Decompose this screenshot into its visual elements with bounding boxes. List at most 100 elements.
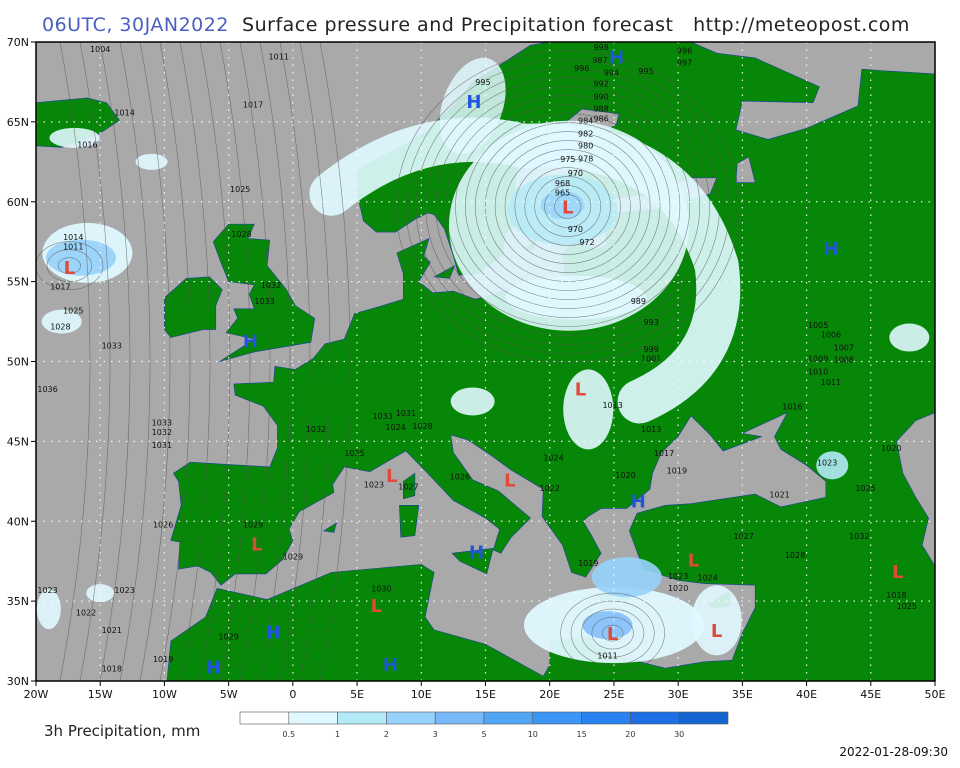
colorbar-swatch — [239, 711, 290, 725]
high-pressure-marker: H — [631, 491, 646, 512]
isobar-label: 989 — [631, 297, 646, 306]
colorbar-swatch — [630, 711, 680, 725]
isobar-label: 1033 — [254, 297, 274, 306]
lon-tick-label: 15W — [88, 688, 113, 701]
isobar-label: 1033 — [373, 412, 393, 421]
isobar — [139, 42, 171, 681]
isobar-label: 1023 — [817, 458, 837, 467]
isobar-label: 1004 — [90, 45, 110, 54]
lat-tick-label: 45N — [7, 435, 29, 448]
isobar-label: 1032 — [306, 425, 326, 434]
isobar-label: 1011 — [597, 652, 617, 661]
isobar — [591, 616, 634, 650]
lat-tick-label: 70N — [7, 36, 29, 49]
isobar-label: 988 — [593, 105, 608, 114]
lat-tick-label: 35N — [7, 595, 29, 608]
isobar — [159, 42, 191, 681]
isobar-label: 1011 — [269, 53, 289, 62]
isobar — [425, 77, 710, 336]
lon-tick-label: 25E — [603, 688, 624, 701]
lon-tick-label: 45E — [860, 688, 881, 701]
isobar-label: 1026 — [153, 521, 173, 530]
isobar — [514, 158, 621, 255]
lat-tick-label: 50N — [7, 356, 29, 369]
isobar-label: 1030 — [371, 585, 391, 594]
isobar-label: 995 — [638, 67, 653, 76]
isobar-label: 1016 — [77, 140, 97, 149]
sardinia — [399, 504, 420, 538]
isobar-label: 1023 — [114, 586, 134, 595]
lon-tick-label: 10W — [152, 688, 177, 701]
isobar-label: 1025 — [344, 449, 364, 458]
isobar-label: 993 — [644, 318, 659, 327]
isobar-label: 1023 — [364, 481, 384, 490]
isobar-label: 1020 — [615, 471, 635, 480]
isobar — [405, 59, 730, 354]
isobar-label: 994 — [604, 69, 619, 78]
isobar — [395, 50, 740, 363]
isobar-label: 1036 — [37, 385, 57, 394]
isobar — [57, 257, 81, 274]
isobar-label: 972 — [579, 238, 594, 247]
isobar-label: 1016 — [782, 402, 802, 411]
high-pressure-marker: H — [383, 655, 398, 676]
isobar — [474, 122, 661, 291]
lon-tick-label: 5W — [220, 688, 238, 701]
isobar — [319, 42, 351, 681]
isobar — [99, 42, 131, 681]
source-url: http://meteopost.com — [693, 14, 910, 36]
great-britain — [212, 223, 316, 362]
isobar-label: 968 — [555, 179, 570, 188]
precip-cyclone-center — [540, 190, 585, 219]
colorbar-tick-label: 15 — [577, 730, 587, 739]
isobar-label: 1020 — [881, 444, 901, 453]
isobar-label: 1018 — [102, 664, 122, 673]
isobar-label: 1010 — [808, 367, 828, 376]
precip-caucasus — [816, 451, 849, 480]
isobar-label: 1032 — [849, 532, 869, 541]
isobar — [435, 86, 700, 327]
isobar — [544, 185, 592, 228]
isobar-label: 990 — [593, 93, 608, 102]
forecast-time: 06UTC, 30JAN2022 — [42, 14, 229, 36]
forecast-title: Surface pressure and Precipitation forec… — [242, 14, 674, 36]
lon-tick-label: 15E — [475, 688, 496, 701]
lon-tick-label: 20W — [24, 688, 49, 701]
isobar-label: 978 — [578, 154, 593, 163]
isobar — [36, 241, 104, 290]
isobar-label: 1001 — [641, 355, 661, 364]
precip-levant — [691, 585, 742, 656]
isobar-label: 997 — [677, 58, 692, 67]
isobar — [455, 104, 681, 309]
isobar-label: 1031 — [152, 441, 172, 450]
isobar-label: 1026 — [450, 473, 470, 482]
colorbar-swatch — [288, 711, 338, 725]
high-pressure-marker: H — [469, 543, 484, 564]
colorbar-tick-label: 0.5 — [282, 730, 295, 739]
lon-tick-label: 40E — [796, 688, 817, 701]
precip-colorbar: 0.5 1 2 3 5 10 15 20 30 — [239, 711, 729, 739]
lon-tick-label: 20E — [539, 688, 560, 701]
isobar — [179, 42, 211, 681]
ireland — [164, 276, 223, 338]
isobar-label: 998 — [593, 43, 608, 52]
precip-faroes — [135, 153, 168, 170]
colorbar-tick-label: 1 — [335, 730, 340, 739]
isobar-label: 1031 — [396, 409, 416, 418]
low-pressure-marker: L — [575, 380, 586, 401]
isobar-label: 1028 — [231, 230, 251, 239]
isobar-label: 987 — [592, 56, 607, 65]
precip-atlantic-core — [45, 239, 116, 276]
isobar-label: 1023 — [668, 572, 688, 581]
caspian-sea — [896, 412, 935, 567]
high-pressure-marker: H — [466, 92, 481, 113]
low-pressure-marker: L — [64, 258, 75, 279]
isobar-label: 1025 — [897, 602, 917, 611]
isobar-label: 1028 — [412, 422, 432, 431]
isobar — [465, 113, 671, 300]
isobar — [494, 140, 641, 273]
colorbar-swatch — [532, 711, 582, 725]
sicily — [451, 548, 494, 575]
isobar — [554, 194, 582, 219]
isobar-label: 1033 — [152, 418, 172, 427]
